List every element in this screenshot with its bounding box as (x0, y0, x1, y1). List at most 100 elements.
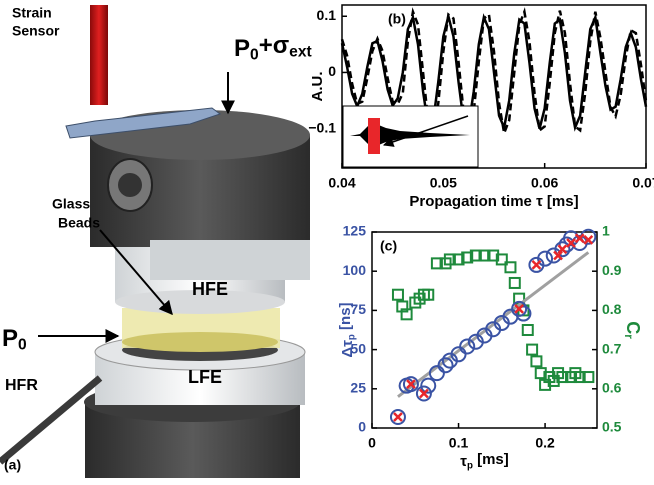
point (422, 288, 435, 301)
diagram-label: P0+σext (234, 32, 312, 63)
point (495, 253, 508, 266)
chart: 0 0.1 0.2 0 25 50 75 100 125 0.5 0.6 0.7 0.8 0.9 1 (c) τ… (337, 223, 643, 471)
point (393, 412, 403, 422)
x-axis-label: Propagation time τ [ms] (409, 193, 578, 210)
diagram-label: HFR (5, 377, 38, 394)
y2-tick-label: 0.9 (602, 262, 622, 278)
point (554, 241, 571, 258)
point (391, 288, 404, 301)
y-axis-label: Δτp [ns] (337, 302, 357, 357)
x-tick-label: 0 (368, 435, 376, 451)
label-part: r (622, 334, 635, 339)
y-tick-label: −0.1 (308, 119, 336, 135)
y-tick-label: 75 (350, 301, 366, 317)
x-tick-label: 0.06 (531, 175, 558, 191)
label-part: Δτ (339, 340, 356, 358)
label-part: P (234, 35, 250, 62)
label-part: τ (460, 453, 467, 470)
point (514, 303, 524, 314)
label-part: C (623, 321, 643, 334)
point (566, 238, 576, 248)
y2-tick-label: 0.8 (602, 301, 622, 317)
point (521, 324, 534, 336)
x-tick-label: 0.07 (632, 175, 654, 191)
point (406, 379, 416, 389)
label-part: P (2, 325, 18, 352)
point (556, 371, 569, 384)
y-tick-label: 125 (343, 223, 367, 239)
label-part: 0 (250, 47, 259, 64)
point (478, 249, 491, 262)
point (515, 305, 532, 322)
y-tick-label: 100 (343, 262, 367, 278)
point (583, 234, 594, 245)
point (557, 244, 568, 255)
point (511, 300, 528, 317)
point (508, 276, 521, 289)
point (402, 376, 419, 393)
point (450, 346, 467, 363)
diagram-label: Glass (52, 196, 90, 212)
label-part: 0 (18, 337, 27, 354)
point (526, 343, 539, 356)
point (419, 388, 429, 399)
point (553, 250, 563, 261)
point (537, 250, 554, 267)
label-part: +σ (259, 32, 289, 59)
point (504, 261, 517, 274)
point (452, 253, 465, 266)
y-tick-label: 50 (350, 340, 366, 356)
x-tick-label: 0.2 (535, 435, 555, 451)
label-part: p (467, 460, 473, 471)
point (400, 308, 413, 321)
label-part: p (346, 334, 357, 340)
diagram-label: Sensor (12, 23, 60, 39)
y-axis-label: A.U. (309, 72, 326, 102)
point (534, 367, 547, 380)
diagram-label: LFE (188, 367, 222, 387)
x-axis-label: τp [ms] (460, 451, 509, 471)
y2-axis-label: Cr (622, 321, 643, 339)
y-tick-label: 25 (350, 380, 366, 396)
point (487, 249, 500, 262)
point (530, 355, 543, 368)
label-part: [ms] (473, 451, 509, 468)
y2-tick-label: 1 (602, 223, 610, 239)
x-tick-label: 0.05 (430, 175, 457, 191)
point (582, 371, 595, 384)
diagram-label: HFE (192, 279, 228, 299)
y-tick-label: 0 (328, 63, 336, 79)
point (428, 365, 445, 382)
point (389, 409, 406, 426)
point (531, 260, 542, 270)
point (437, 357, 454, 374)
chart-title: (c) (380, 238, 397, 254)
x-tick-label: 0.1 (449, 435, 469, 451)
apparatus (0, 5, 310, 478)
y2-tick-label: 0.6 (602, 380, 622, 396)
label-part: [ns] (337, 302, 354, 334)
y-tick-label: 0.1 (317, 7, 337, 23)
y2-tick-label: 0.5 (602, 419, 622, 435)
plots: 0.04 0.05 0.06 0.07 −0.1 0 0.1 (b) Propagation t… (308, 4, 654, 471)
y-tick-label: 0 (358, 419, 366, 435)
point (430, 257, 443, 270)
y2-tick-label: 0.7 (602, 340, 622, 356)
panel-label: (a) (4, 457, 21, 473)
point (461, 251, 474, 264)
inset (342, 105, 479, 168)
chart-title: (b) (388, 11, 406, 27)
diagram-label: Beads (58, 215, 100, 231)
series-line (340, 7, 648, 138)
diagram-label: P0 (2, 325, 27, 353)
point (459, 338, 476, 355)
point (420, 377, 437, 394)
diagram-label: Strain (12, 5, 52, 21)
point (469, 249, 482, 262)
point (415, 385, 432, 402)
label-part: ext (289, 44, 312, 61)
point (443, 253, 456, 266)
point (573, 371, 586, 384)
point (574, 233, 585, 244)
